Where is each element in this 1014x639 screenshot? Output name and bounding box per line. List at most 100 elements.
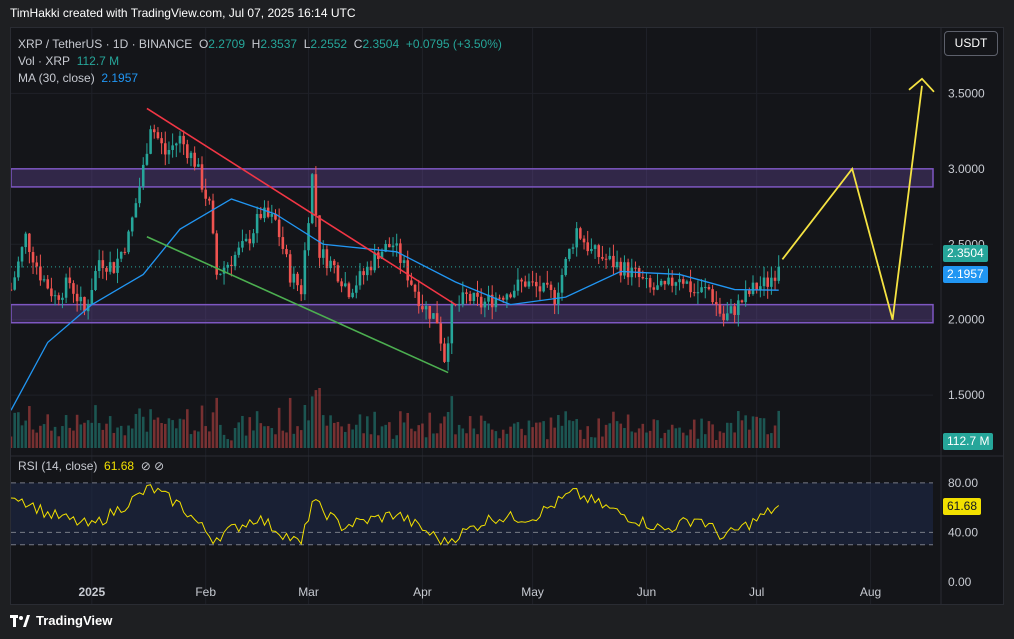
candle-body — [11, 289, 13, 291]
volume-bar — [101, 429, 105, 448]
projection-arrow-head — [908, 77, 935, 93]
volume-bar — [307, 420, 310, 448]
volume-bar — [215, 397, 218, 448]
candle-body — [193, 152, 196, 167]
rsi-line — [11, 484, 780, 546]
candle-body — [31, 252, 35, 263]
volume-bar — [740, 420, 744, 448]
time-axis-label: Jun — [637, 585, 656, 599]
candle-body — [127, 231, 130, 253]
volume-bar — [435, 433, 439, 448]
candle-body — [160, 138, 163, 144]
volume-bar — [237, 422, 241, 448]
rsi-value: 61.68 — [104, 459, 135, 473]
chart-legend: XRP / TetherUS · 1D · BINANCE O2.2709 H2… — [18, 36, 502, 87]
legend-ohlc-row: XRP / TetherUS · 1D · BINANCE O2.2709 H2… — [18, 36, 502, 53]
candle-body — [189, 152, 193, 159]
volume-bar — [623, 428, 626, 448]
volume-bar — [641, 423, 645, 448]
rsi-label: RSI (14, close) — [18, 459, 98, 473]
volume-bar — [86, 420, 90, 448]
volume-bar — [553, 427, 556, 448]
rsi-band — [11, 482, 933, 545]
candle-body — [318, 215, 321, 258]
price-axis-label: 3.5000 — [948, 86, 985, 100]
candle-body — [72, 283, 75, 294]
candle-body — [523, 281, 527, 287]
candle-body — [659, 280, 663, 286]
volume-bar — [663, 432, 667, 448]
volume-bar — [347, 423, 351, 448]
rsi-pane — [11, 482, 933, 546]
candle-body — [83, 296, 86, 312]
candle-body — [321, 249, 325, 258]
candle-body — [105, 268, 108, 272]
volume-bar — [292, 433, 296, 448]
legend-low: 2.2552 — [310, 37, 348, 51]
volume-bar — [656, 420, 659, 448]
price-chart[interactable]: 3.50003.00002.50002.00001.500080.0040.00… — [11, 28, 1003, 604]
candle-body — [468, 293, 472, 302]
volume-bar — [700, 418, 703, 448]
volume-bar — [479, 415, 483, 448]
volume-bar — [127, 425, 130, 448]
volume-bar — [542, 421, 545, 448]
candle-body — [483, 301, 487, 308]
volume-bar — [222, 434, 226, 448]
candle-body — [498, 297, 501, 299]
candle-body — [332, 260, 336, 266]
volume-bar — [417, 425, 421, 448]
candle-body — [553, 290, 556, 305]
volume-bar — [248, 417, 252, 448]
candle-body — [208, 198, 211, 201]
volume-bar — [494, 431, 498, 448]
volume-bar — [597, 418, 601, 448]
volume-bar — [160, 423, 163, 448]
volume-bar — [443, 416, 446, 448]
candle-body — [28, 233, 31, 253]
volume-bar — [707, 421, 711, 448]
candle-body — [700, 287, 703, 293]
tradingview-footer[interactable]: TradingView — [10, 613, 112, 628]
candle-body — [527, 281, 531, 287]
volume-bar — [729, 422, 733, 448]
volume-bar — [560, 425, 564, 448]
volume-bar — [652, 419, 656, 448]
volume-bar — [516, 422, 520, 448]
candle-body — [582, 238, 586, 243]
volume-bar — [318, 388, 321, 448]
candle-body — [145, 153, 149, 165]
volume-bar — [53, 426, 57, 448]
volume-bar — [156, 417, 160, 448]
candle-body — [692, 292, 696, 294]
currency-button[interactable]: USDT — [944, 31, 998, 56]
candle-body — [512, 290, 516, 298]
candle-body — [292, 273, 296, 283]
candle-body — [149, 129, 152, 154]
rsi-visibility-icons[interactable]: ⊘ ⊘ — [140, 459, 165, 473]
volume-bar — [277, 407, 281, 448]
candle-body — [391, 245, 395, 248]
candle-body — [406, 260, 410, 281]
candle-body — [57, 295, 61, 300]
candle-body — [501, 297, 505, 300]
chart-frame[interactable]: 3.50003.00002.50002.00001.500080.0040.00… — [10, 27, 1004, 605]
volume-bar — [230, 440, 233, 448]
candle-body — [733, 306, 736, 315]
volume-bar — [648, 430, 652, 448]
candle-body — [667, 277, 670, 285]
candle-body — [476, 292, 479, 297]
volume-bar — [373, 411, 376, 448]
volume-bar — [424, 437, 428, 448]
volume-bar — [476, 434, 479, 448]
candle-body — [568, 248, 571, 259]
volume-bar — [454, 434, 457, 448]
volume-bar — [112, 432, 116, 448]
candle-body — [435, 313, 439, 324]
legend-volume-value: 112.7 M — [76, 54, 120, 68]
volume-bar — [457, 424, 461, 448]
volume-bar — [748, 429, 751, 448]
volume-bar — [79, 424, 83, 448]
volume-bar — [645, 432, 648, 448]
candle-body — [156, 132, 160, 139]
